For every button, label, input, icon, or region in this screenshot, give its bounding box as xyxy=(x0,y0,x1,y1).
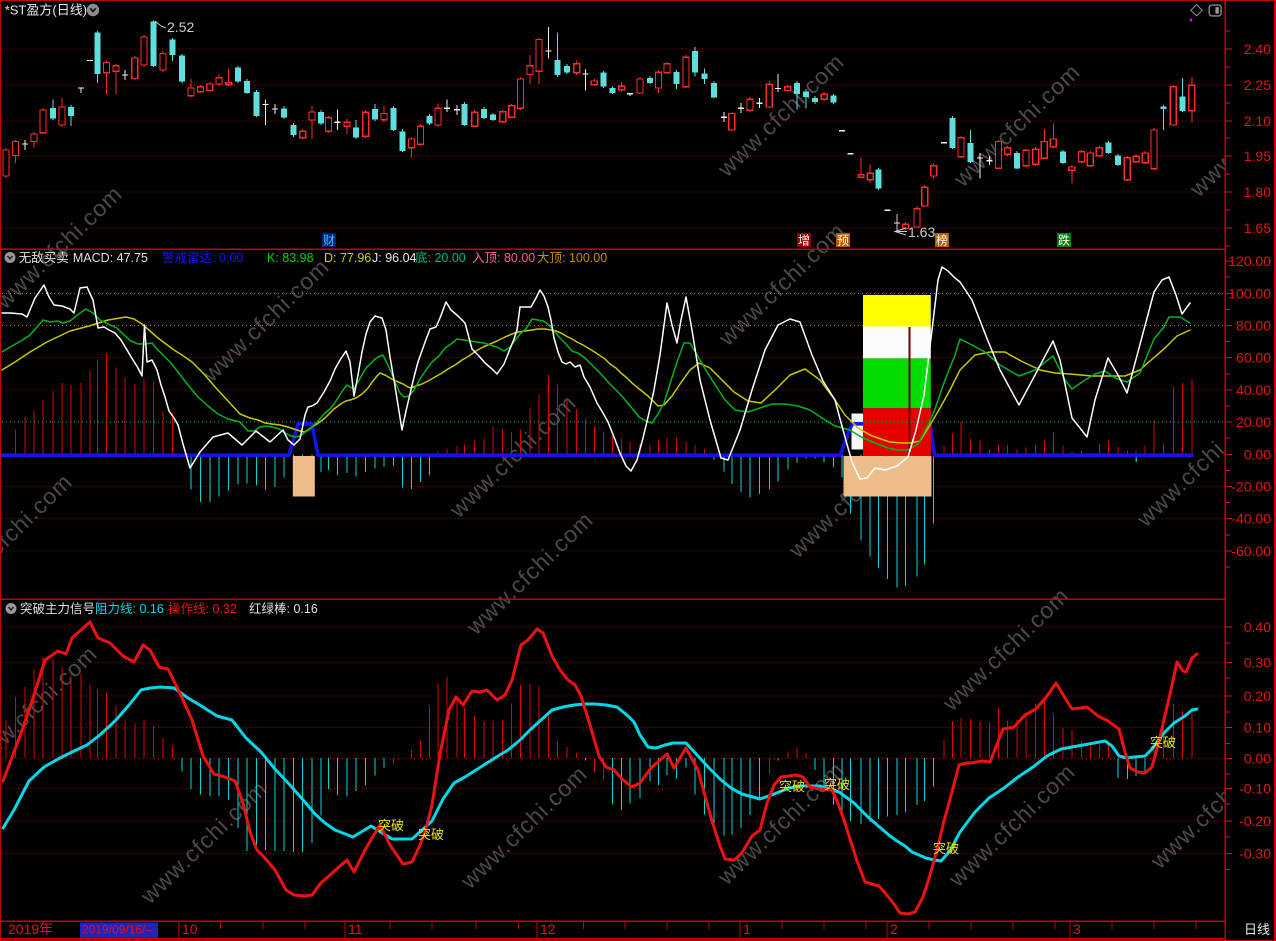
svg-text:阻力线: 0.16: 阻力线: 0.16 xyxy=(95,602,164,616)
svg-text:突破: 突破 xyxy=(779,779,805,794)
svg-text:无敌买卖: 无敌买卖 xyxy=(19,250,69,265)
svg-text:跌: 跌 xyxy=(1058,233,1070,248)
svg-text:0.00: 0.00 xyxy=(1244,446,1271,462)
svg-text:1: 1 xyxy=(743,921,751,937)
svg-text:1.80: 1.80 xyxy=(1244,184,1271,200)
svg-text:-0.30: -0.30 xyxy=(1239,846,1271,862)
svg-text:突破: 突破 xyxy=(824,777,850,792)
svg-text:突破: 突破 xyxy=(418,827,444,842)
svg-text:-0.10: -0.10 xyxy=(1239,780,1271,796)
svg-text:-0.20: -0.20 xyxy=(1239,813,1271,829)
svg-text:2019年: 2019年 xyxy=(8,921,53,937)
svg-text:-20.00: -20.00 xyxy=(1231,479,1271,495)
svg-text:-40.00: -40.00 xyxy=(1231,511,1271,527)
svg-text:0.10: 0.10 xyxy=(1244,720,1271,736)
svg-text:2.52: 2.52 xyxy=(167,19,194,35)
svg-text:红绿棒: 0.16: 红绿棒: 0.16 xyxy=(249,601,318,616)
svg-text:80.00: 80.00 xyxy=(1236,318,1271,334)
svg-text:3: 3 xyxy=(1073,921,1081,937)
svg-text:12: 12 xyxy=(540,921,556,937)
svg-text:1.95: 1.95 xyxy=(1244,148,1271,164)
svg-text:120.00: 120.00 xyxy=(1228,253,1271,269)
svg-text:0.20: 0.20 xyxy=(1244,688,1271,704)
svg-text:榜: 榜 xyxy=(936,233,948,248)
svg-text:日线: 日线 xyxy=(1244,922,1270,937)
svg-text:突破: 突破 xyxy=(933,841,959,856)
svg-text:40.00: 40.00 xyxy=(1236,382,1271,398)
svg-text:财: 财 xyxy=(323,234,335,248)
svg-text:突破主力信号: 突破主力信号 xyxy=(20,601,95,616)
svg-text:11: 11 xyxy=(348,921,363,937)
svg-text:0.00: 0.00 xyxy=(1244,750,1271,766)
svg-text:100.00: 100.00 xyxy=(1228,285,1271,301)
svg-text:2.10: 2.10 xyxy=(1244,113,1271,129)
svg-text:突破: 突破 xyxy=(1150,735,1176,750)
svg-text:*ST盈方(日线): *ST盈方(日线) xyxy=(5,3,87,18)
svg-text:入顶: 80.00: 入顶: 80.00 xyxy=(472,251,535,265)
svg-text:1.63: 1.63 xyxy=(908,224,935,240)
svg-text:2.40: 2.40 xyxy=(1244,41,1271,57)
svg-text:J: 96.04: J: 96.04 xyxy=(372,251,417,265)
svg-text:1.65: 1.65 xyxy=(1244,220,1271,236)
svg-text:K: 83.98: K: 83.98 xyxy=(267,251,314,265)
svg-text:2: 2 xyxy=(890,921,898,937)
svg-text:预: 预 xyxy=(837,234,849,248)
svg-text:底: 20.00: 底: 20.00 xyxy=(415,250,466,265)
svg-text:突破: 突破 xyxy=(378,818,404,833)
svg-text:2019/09/16/–: 2019/09/16/– xyxy=(82,923,152,937)
svg-text:0.30: 0.30 xyxy=(1244,654,1271,670)
svg-text:警戒雷达: 0.00: 警戒雷达: 0.00 xyxy=(162,250,243,265)
svg-text:-60.00: -60.00 xyxy=(1231,543,1271,559)
svg-text:增: 增 xyxy=(798,234,810,248)
svg-text:D: 77.96: D: 77.96 xyxy=(324,251,371,265)
svg-text:MACD: 47.75: MACD: 47.75 xyxy=(73,251,148,265)
svg-text:2.25: 2.25 xyxy=(1244,77,1271,93)
svg-text:10: 10 xyxy=(182,921,198,937)
svg-text:20.00: 20.00 xyxy=(1236,414,1271,430)
svg-text:60.00: 60.00 xyxy=(1236,350,1271,366)
svg-text:操作线: 0.32: 操作线: 0.32 xyxy=(168,601,237,616)
svg-text:大顶: 100.00: 大顶: 100.00 xyxy=(537,251,607,265)
svg-text:0.40: 0.40 xyxy=(1244,619,1271,635)
